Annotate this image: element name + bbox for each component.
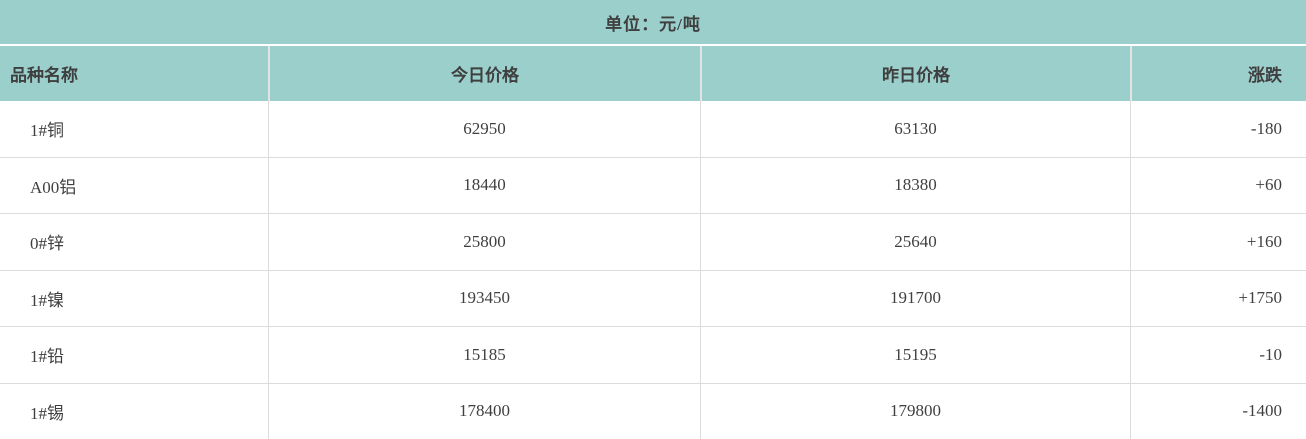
column-header-product-name: 品种名称 (10, 66, 78, 85)
cell-product-name: 0#锌 (30, 234, 64, 254)
cell-yesterday-price: 191700 (700, 270, 1130, 326)
cell-product-name: 1#铅 (30, 347, 64, 367)
cell-yesterday-price: 25640 (700, 214, 1130, 270)
cell-today-price: 18440 (268, 157, 700, 213)
cell-yesterday-price: 15195 (700, 327, 1130, 383)
unit-title: 单位：元/吨 (605, 14, 701, 34)
cell-today-price: 178400 (268, 383, 700, 439)
cell-change: -1400 (1130, 383, 1306, 439)
table-row: 1#镍 193450 191700 +1750 (0, 269, 1306, 326)
table-body: 1#铜 62950 63130 -180 A00铝 18440 18380 +6… (0, 101, 1306, 439)
cell-change: -180 (1130, 101, 1306, 157)
cell-today-price: 193450 (268, 270, 700, 326)
cell-product-name: 1#铜 (30, 121, 64, 141)
cell-change: +60 (1130, 157, 1306, 213)
cell-yesterday-price: 18380 (700, 157, 1130, 213)
table-row: A00铝 18440 18380 +60 (0, 156, 1306, 213)
column-header-change: 涨跌 (1130, 46, 1306, 101)
cell-product-name: A00铝 (30, 177, 77, 197)
cell-yesterday-price: 179800 (700, 383, 1130, 439)
column-header-today-price: 今日价格 (268, 46, 700, 101)
table-row: 1#铅 15185 15195 -10 (0, 326, 1306, 383)
cell-today-price: 15185 (268, 327, 700, 383)
cell-change: +1750 (1130, 270, 1306, 326)
cell-yesterday-price: 63130 (700, 101, 1130, 157)
table-header-row: 品种名称 今日价格 昨日价格 涨跌 (0, 46, 1306, 101)
cell-today-price: 25800 (268, 214, 700, 270)
column-header-yesterday-price: 昨日价格 (700, 46, 1130, 101)
cell-product-name: 1#锡 (30, 403, 64, 423)
unit-title-bar: 单位：元/吨 (0, 0, 1306, 44)
cell-today-price: 62950 (268, 101, 700, 157)
cell-product-name: 1#镍 (30, 290, 64, 310)
cell-change: +160 (1130, 214, 1306, 270)
cell-change: -10 (1130, 327, 1306, 383)
table-row: 0#锌 25800 25640 +160 (0, 213, 1306, 270)
table-row: 1#锡 178400 179800 -1400 (0, 382, 1306, 439)
table-row: 1#铜 62950 63130 -180 (0, 101, 1306, 157)
